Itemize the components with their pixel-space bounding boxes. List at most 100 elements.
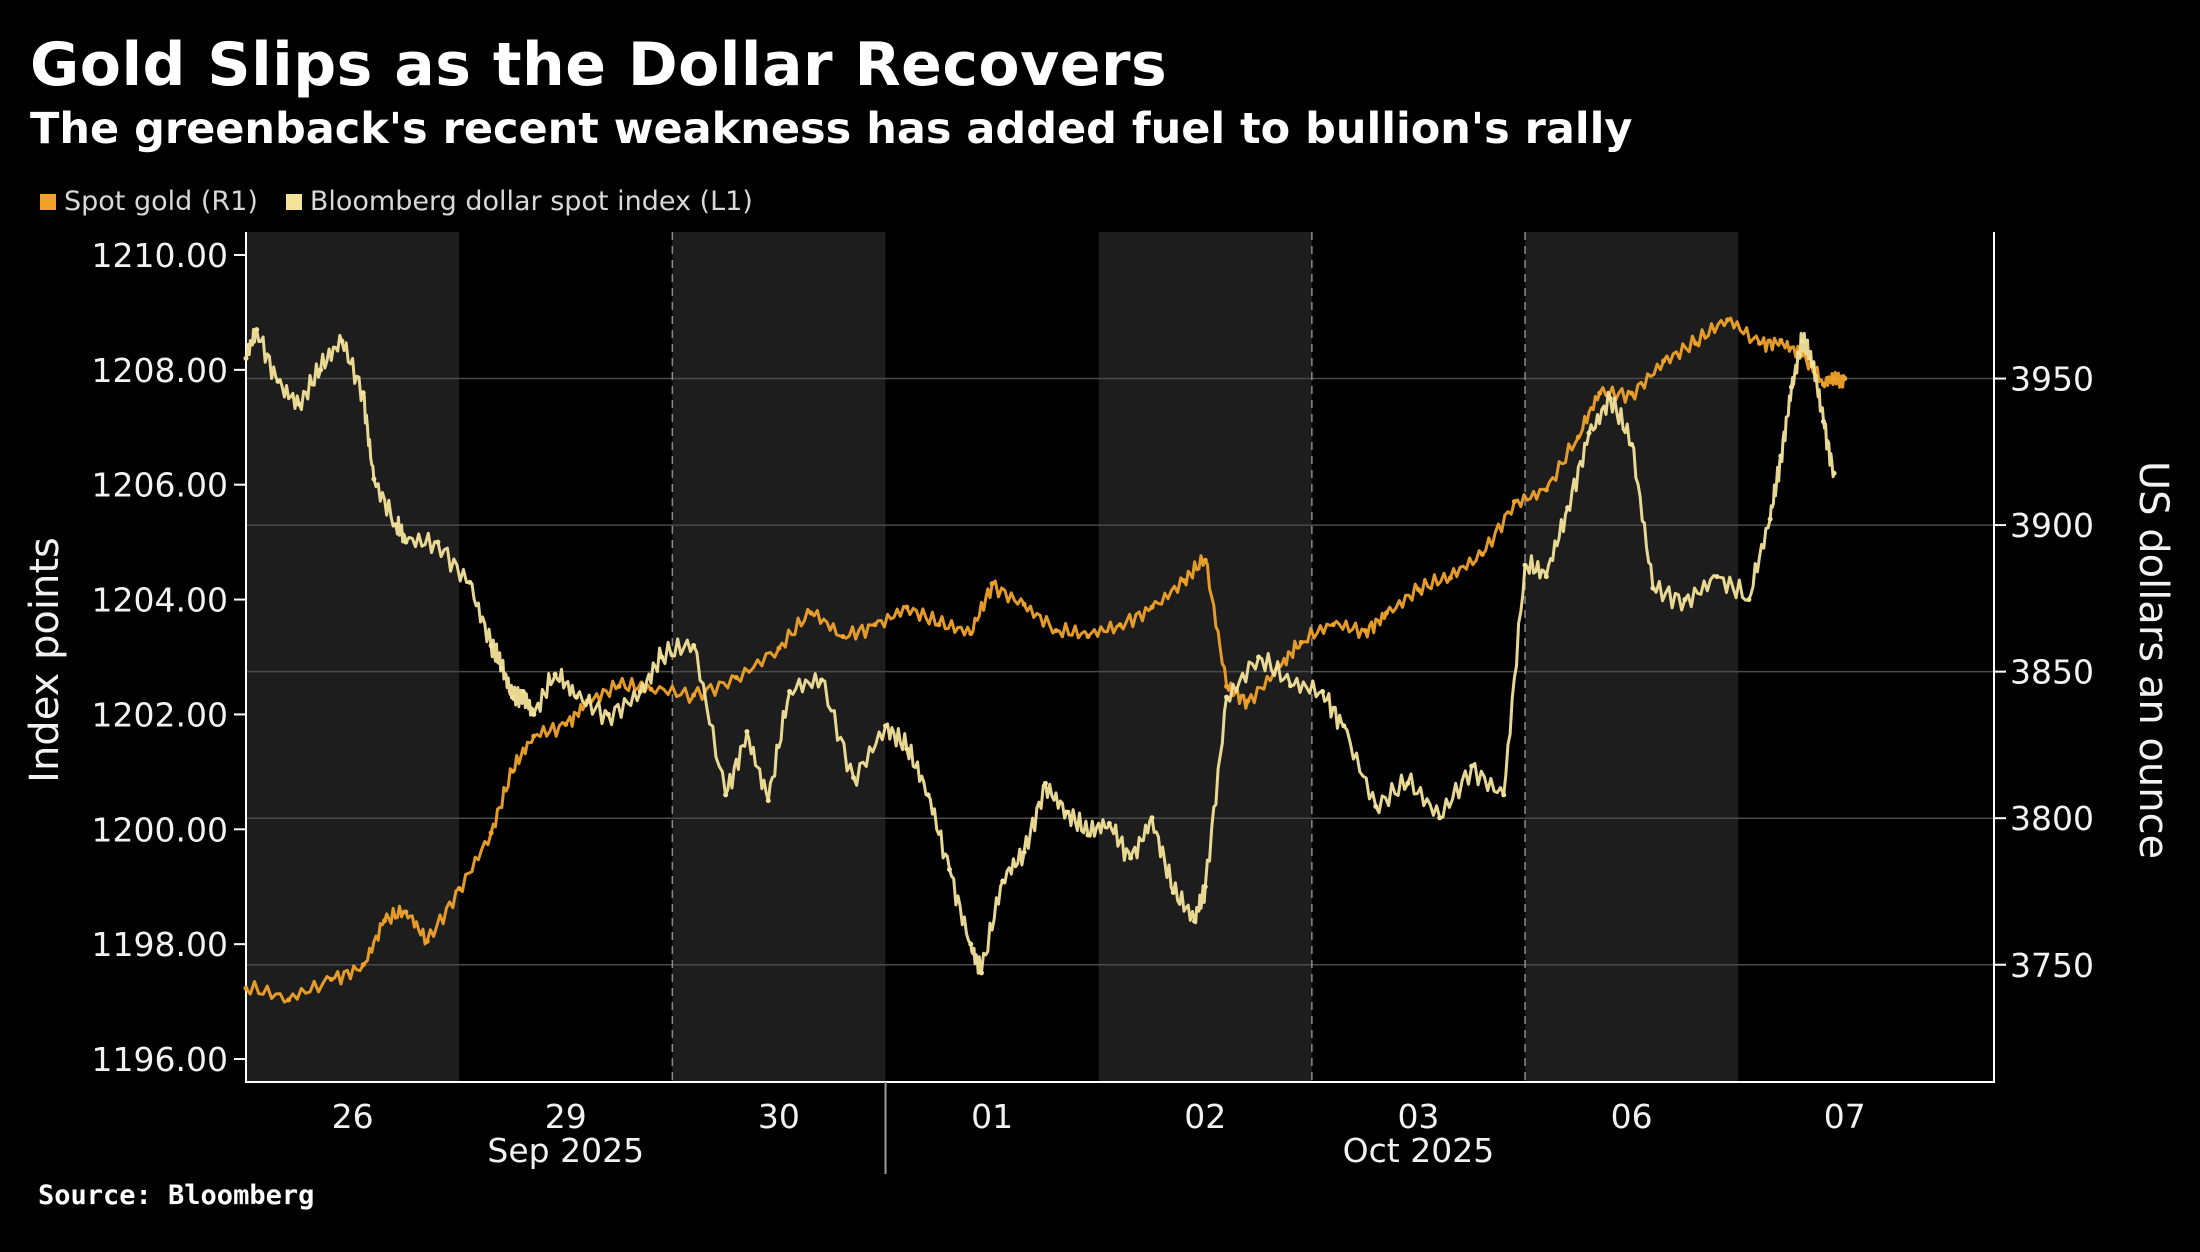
gold-point-37	[1362, 628, 1368, 634]
gold-point-48	[1693, 340, 1699, 346]
dollar-point-71	[1820, 419, 1826, 425]
gold-point-26	[1053, 628, 1059, 634]
dollar-point-48	[1288, 683, 1294, 689]
dollar-point-42	[1149, 815, 1155, 821]
dollar-point-62	[1650, 585, 1656, 591]
dollar-point-25	[765, 798, 771, 804]
x-tick-label-06: 06	[1611, 1097, 1653, 1136]
gold-point-50	[1757, 340, 1763, 346]
gold-point-19	[840, 633, 846, 639]
x-tick-label-26: 26	[332, 1097, 374, 1136]
gold-point-35	[1298, 639, 1304, 645]
x-tick-label-03: 03	[1397, 1097, 1439, 1136]
dollar-point-36	[1021, 849, 1027, 855]
dollar-point-18	[573, 694, 579, 700]
y-axis-right-label: US dollars an ounce	[2130, 461, 2176, 859]
x-tick-label-29: 29	[545, 1097, 587, 1136]
dollar-point-11	[467, 579, 473, 585]
gold-point-42	[1511, 499, 1517, 505]
gold-point-16	[733, 675, 739, 681]
gold-point-53	[1820, 381, 1826, 387]
gold-point-9	[509, 768, 515, 774]
dollar-point-44	[1192, 918, 1198, 924]
dollar-point-56	[1522, 562, 1528, 568]
dollar-point-51	[1373, 803, 1379, 809]
dollar-point-10	[435, 539, 441, 545]
gold-point-17	[776, 645, 782, 651]
gold-point-5	[403, 909, 409, 915]
dollar-point-29	[883, 723, 889, 729]
series-lines	[243, 316, 1848, 1004]
gold-point-51	[1778, 337, 1784, 343]
gold-point-28	[1117, 622, 1123, 628]
dollar-point-32	[946, 867, 952, 872]
dollar-point-17	[552, 671, 558, 677]
dollar-point-39	[1085, 832, 1091, 838]
y-left-tick-label-1210.00: 1210.00	[92, 236, 228, 275]
dollar-point-22	[691, 643, 697, 649]
gold-point-4	[382, 918, 388, 924]
dollar-point-33	[968, 941, 974, 947]
gold-point-36	[1330, 622, 1336, 628]
dollar-point-4	[318, 367, 324, 373]
dollar-point-15	[520, 688, 526, 694]
shaded-band-2	[1098, 232, 1312, 1082]
x-month-label-0: Sep 2025	[487, 1131, 644, 1170]
gold-point-10	[531, 733, 537, 739]
dollar-point-14	[509, 694, 515, 700]
gold-point-43	[1543, 487, 1549, 493]
x-month-label-1: Oct 2025	[1343, 1131, 1495, 1170]
gold-point-8	[488, 830, 494, 836]
legend-label-dollar: Bloomberg dollar spot index (L1)	[309, 186, 753, 217]
dollar-point-28	[851, 775, 857, 781]
axis-labels: Index points US dollars an ounce	[22, 461, 2176, 859]
gold-point-44	[1575, 434, 1581, 440]
legend-label-gold: Spot gold (R1)	[64, 186, 258, 217]
dollar-point-47	[1256, 654, 1262, 660]
y-right-tick-label-3900: 3900	[2010, 506, 2094, 545]
y-left-tick-label-1196.00: 1196.00	[92, 1040, 228, 1079]
gold-point-13	[616, 683, 622, 689]
dollar-point-31	[925, 792, 931, 798]
gold-point-14	[648, 686, 654, 692]
dollar-point-30	[904, 746, 910, 752]
dollar-point-6	[360, 390, 366, 396]
gold-point-45	[1597, 390, 1603, 396]
dollar-point-19	[605, 711, 611, 717]
gold-point-30	[1181, 578, 1187, 584]
source-note: Source: Bloomberg	[38, 1180, 315, 1211]
dollar-point-45	[1202, 884, 1208, 890]
shaded-band-3	[1525, 232, 1739, 1082]
legend-item-dollar: Bloomberg dollar spot index (L1)	[285, 186, 753, 217]
chart-title: Gold Slips as the Dollar Recovers	[30, 30, 1168, 100]
dollar-point-60	[1607, 396, 1613, 402]
gold-point-40	[1447, 575, 1453, 581]
y-axis-left-label: Index points	[22, 537, 68, 783]
gold-point-39	[1415, 587, 1421, 593]
dollar-point-8	[392, 522, 398, 528]
dollar-point-37	[1042, 780, 1048, 786]
gold-point-23	[968, 631, 974, 637]
y-right-tick-label-3850: 3850	[2010, 653, 2094, 692]
dollar-point-27	[819, 677, 825, 683]
y-right-tick-label-3950: 3950	[2010, 360, 2094, 399]
dollar-point-53	[1437, 815, 1443, 821]
gold-point-3	[360, 962, 366, 968]
dollar-point-59	[1586, 430, 1592, 436]
gold-point-1	[286, 997, 292, 1003]
dollar-point-69	[1799, 338, 1805, 344]
dollar-point-24	[744, 729, 750, 735]
dollar-point-67	[1778, 453, 1784, 459]
y-left-tick-label-1208.00: 1208.00	[92, 351, 228, 390]
x-tick-label-30: 30	[758, 1097, 800, 1136]
gold-point-18	[808, 610, 814, 616]
y-left-tick-label-1204.00: 1204.00	[92, 581, 228, 620]
dollar-point-55	[1501, 792, 1507, 798]
dollar-point-34	[978, 970, 984, 976]
dollar-point-57	[1543, 574, 1549, 580]
y-left-tick-label-1206.00: 1206.00	[92, 466, 228, 505]
dollar-point-13	[499, 665, 505, 671]
gold-point-55	[1842, 376, 1848, 382]
gridlines	[246, 377, 1994, 966]
